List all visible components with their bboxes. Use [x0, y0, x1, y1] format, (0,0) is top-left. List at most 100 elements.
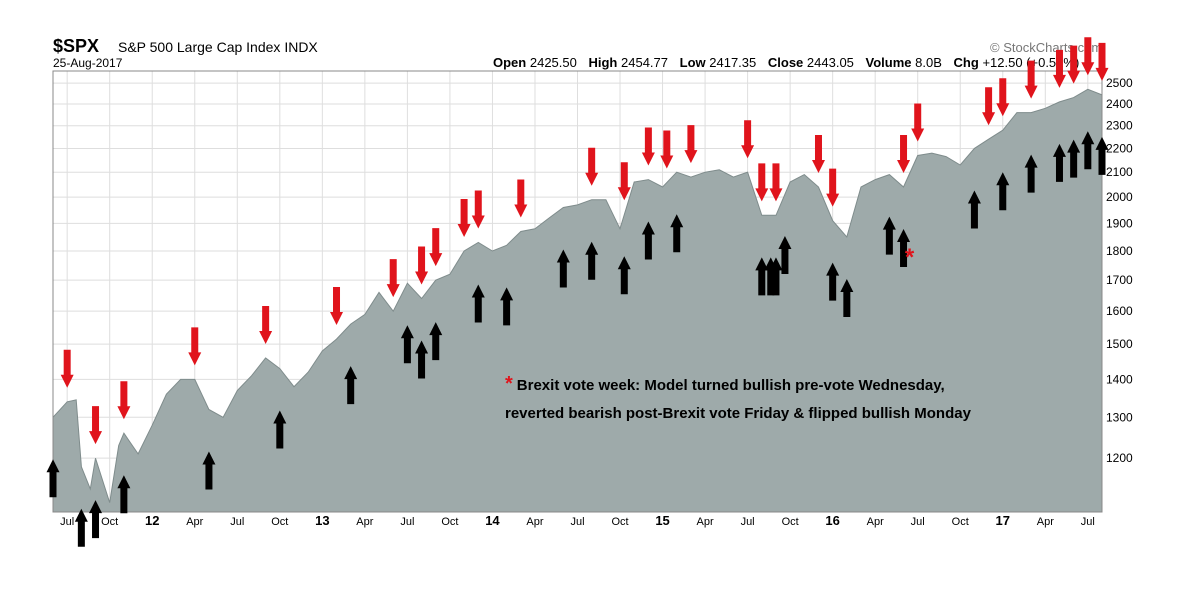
bearish-arrow: [826, 168, 840, 207]
bullish-arrow: [882, 216, 896, 255]
bullish-arrow: [840, 278, 854, 317]
y-tick-label: 2200: [1106, 141, 1133, 155]
open-label: Open: [493, 55, 527, 70]
y-tick-label: 1200: [1106, 451, 1133, 465]
bullish-arrow: [617, 256, 631, 295]
high-label: High: [588, 55, 618, 70]
x-tick-label: Apr: [867, 516, 884, 528]
bearish-arrow: [1081, 37, 1095, 76]
bullish-arrow: [400, 325, 414, 364]
bullish-arrow: [429, 322, 443, 361]
y-tick-label: 2100: [1106, 165, 1133, 179]
bearish-arrow: [89, 406, 103, 445]
bullish-arrow: [996, 172, 1010, 211]
bullish-arrow: [778, 235, 792, 274]
index-name: S&P 500 Large Cap Index INDX: [118, 39, 318, 55]
bullish-arrow: [500, 287, 514, 326]
bearish-arrow: [769, 163, 783, 202]
x-tick-label: 12: [145, 513, 159, 528]
low-label: Low: [679, 55, 706, 70]
x-tick-label: Jul: [1081, 516, 1095, 528]
x-tick-label: Apr: [526, 516, 543, 528]
bearish-arrow: [457, 198, 471, 237]
y-tick-label: 1700: [1106, 273, 1133, 287]
bearish-arrow: [811, 135, 825, 174]
bullish-arrow: [202, 451, 216, 490]
volume-value: 8.0B: [915, 55, 942, 70]
bullish-arrow: [641, 221, 655, 260]
bullish-arrow: [471, 284, 485, 323]
x-tick-label: Oct: [441, 516, 458, 528]
bearish-arrow: [188, 327, 202, 366]
price-area: [52, 88, 1103, 513]
bullish-arrow: [670, 214, 684, 253]
bearish-arrow: [617, 162, 631, 201]
bearish-arrow: [415, 246, 429, 285]
bearish-arrow: [1095, 42, 1109, 81]
ticker-symbol: $SPX: [53, 36, 100, 56]
chg-label: Chg: [953, 55, 979, 70]
x-tick-label: Oct: [952, 516, 969, 528]
bullish-arrow: [415, 340, 429, 379]
bullish-arrow: [897, 229, 911, 268]
bearish-arrow: [1067, 45, 1081, 84]
x-tick-label: Oct: [782, 516, 799, 528]
bearish-arrow: [911, 103, 925, 142]
y-tick-label: 1900: [1106, 216, 1133, 230]
annotation-line-2: reverted bearish post-Brexit vote Friday…: [505, 405, 971, 422]
bearish-arrow: [755, 163, 769, 202]
bearish-arrow: [660, 130, 674, 169]
ohlc-readout: Open 2425.50 High 2454.77 Low 2417.35 Cl…: [493, 55, 1087, 70]
close-label: Close: [767, 55, 804, 70]
bullish-arrow: [46, 459, 60, 498]
y-tick-label: 2400: [1106, 97, 1133, 111]
bullish-arrow: [273, 410, 287, 449]
brexit-annotation: * Brexit vote week: Model turned bullish …: [505, 370, 971, 428]
bullish-arrow: [89, 500, 103, 539]
y-tick-label: 1400: [1106, 372, 1133, 386]
x-tick-label: Oct: [611, 516, 628, 528]
bearish-arrow: [585, 147, 599, 186]
x-tick-label: Apr: [697, 516, 714, 528]
x-tick-label: Jul: [400, 516, 414, 528]
bearish-arrow: [641, 127, 655, 166]
bullish-arrow: [769, 257, 783, 296]
bearish-arrow: [330, 287, 344, 326]
x-tick-label: Apr: [356, 516, 373, 528]
annotation-line-1: Brexit vote week: Model turned bullish p…: [516, 377, 945, 394]
bearish-arrow: [1052, 49, 1066, 88]
bullish-arrow: [826, 262, 840, 301]
bearish-arrow: [60, 349, 74, 388]
open-value: 2425.50: [529, 55, 577, 70]
y-tick-label: 1800: [1106, 244, 1133, 258]
high-value: 2454.77: [621, 55, 668, 70]
volume-label: Volume: [865, 55, 912, 70]
x-tick-label: Apr: [1037, 516, 1054, 528]
bullish-arrow: [585, 241, 599, 280]
bullish-arrow: [1081, 131, 1095, 170]
index-full-name: S&P 500 Large Cap Index: [118, 39, 281, 55]
close-value: 2443.05: [806, 55, 854, 70]
x-tick-label: 14: [485, 513, 500, 528]
y-tick-label: 2300: [1106, 119, 1133, 133]
bullish-arrow: [556, 249, 570, 288]
chart-date: 25-Aug-2017: [53, 56, 123, 70]
x-tick-label: Apr: [186, 516, 203, 528]
x-tick-label: Jul: [230, 516, 244, 528]
brexit-star-marker: *: [905, 244, 915, 271]
bullish-arrow: [1024, 154, 1038, 193]
x-tick-label: 16: [825, 513, 839, 528]
bearish-arrow: [117, 381, 131, 420]
bullish-arrow: [967, 190, 981, 229]
x-tick-label: Oct: [271, 516, 288, 528]
bullish-arrow: [117, 475, 131, 514]
bullish-arrow: [1052, 143, 1066, 182]
x-tick-label: 17: [996, 513, 1010, 528]
bullish-arrow: [1067, 139, 1081, 178]
bearish-arrow: [897, 135, 911, 174]
x-tick-label: Jul: [911, 516, 925, 528]
bearish-arrow: [514, 179, 528, 218]
x-tick-label: 15: [655, 513, 669, 528]
y-tick-label: 2000: [1106, 190, 1133, 204]
